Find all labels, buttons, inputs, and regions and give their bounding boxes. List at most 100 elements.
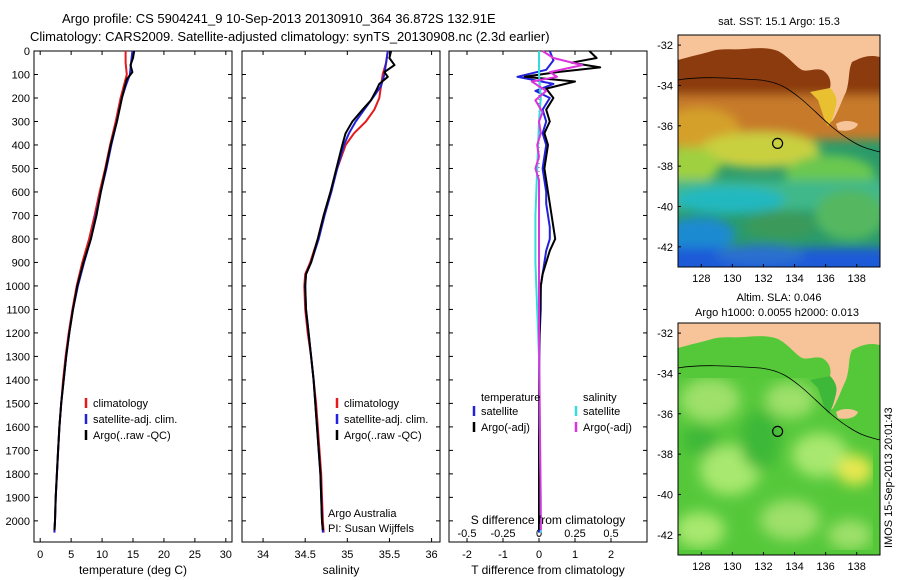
salinity-x-axis: 34 34.5 35 35.5 36 (257, 51, 438, 561)
lon-tick-label: 128 (692, 561, 710, 573)
t-diff-xlabel: T difference from climatology (471, 563, 625, 577)
legend-label-argo: Argo(..raw -QC) (93, 430, 171, 442)
lon-tick-label: 132 (754, 561, 772, 573)
x-tick-label: 25 (189, 549, 201, 561)
legend-label-s-satellite: satellite (583, 406, 620, 418)
argo-location-marker (771, 425, 784, 437)
difference-legend: temperature satellite Argo(-adj) salinit… (472, 392, 632, 434)
lon-tick-label: 138 (848, 561, 866, 573)
legend-label-climatology: climatology (344, 398, 400, 410)
legend-label-satellite: satellite-adj. clim. (344, 414, 428, 426)
y-tick-label: 1800 (6, 469, 30, 481)
x-tick-label: 1 (572, 549, 578, 561)
y-tick-label: 1600 (6, 422, 30, 434)
y-tick-label: 800 (12, 234, 30, 246)
difference-panel: -2 -1 0 1 2 -0.5 -0.25 0 0.25 0.5 S difference f… (448, 50, 648, 577)
salinity-legend: climatology satellite-adj. clim. Argo(..… (335, 398, 428, 442)
y-tick-label: 1700 (6, 445, 30, 457)
sst-map-longitude-ticks: 128 130 132 134 136 138 (692, 264, 866, 285)
difference-axes-frame (448, 50, 648, 543)
lon-tick-label: 128 (692, 273, 710, 285)
temperature-legend: climatology satellite-adj. clim. Argo(..… (84, 398, 177, 442)
y-tick-label: 200 (12, 93, 30, 105)
figure-title-line2: Climatology: CARS2009. Satellite-adjuste… (30, 29, 550, 44)
y-tick-label: 1500 (6, 398, 30, 410)
y-tick-label: 400 (12, 140, 30, 152)
difference-series (516, 50, 602, 533)
legend-title-temperature: temperature (481, 392, 540, 404)
lon-tick-label: 134 (785, 273, 803, 285)
lon-tick-label: 130 (723, 273, 741, 285)
lon-tick-label: 134 (785, 561, 803, 573)
difference-depth-ticks (449, 50, 647, 522)
x-tick-label: 34.5 (294, 549, 315, 561)
legend-label-argo: Argo(..raw -QC) (344, 430, 422, 442)
y-tick-label: 1300 (6, 351, 30, 363)
y-tick-label: 1100 (6, 304, 30, 316)
salinity-depth-ticks (242, 50, 440, 522)
legend-label-t-satellite: satellite (481, 406, 518, 418)
gulf-shading (810, 88, 837, 126)
series-line-argo-raw-qc (304, 50, 396, 531)
sla-map-panel: Altim. SLA: 0.046 Argo h1000: 0.0055 h20… (657, 292, 881, 573)
annotation-pi: PI: Susan Wijffels (328, 523, 414, 535)
y-tick-label: 600 (12, 187, 30, 199)
lat-tick-label: -40 (657, 489, 673, 501)
series-line-t-argo-adj (523, 50, 602, 531)
bathymetry-contour (678, 365, 880, 441)
y-tick-label: 1900 (6, 492, 30, 504)
sla-field-shading (678, 378, 873, 550)
s-tick-label: 0 (536, 528, 542, 540)
y-tick-label: 0 (24, 46, 30, 58)
lat-tick-label: -38 (657, 161, 673, 173)
x-tick-label: 5 (68, 549, 74, 561)
lat-tick-label: -34 (657, 80, 673, 92)
temperature-x-axis: 0 5 10 15 20 25 30 (37, 51, 232, 561)
y-tick-label: 2000 (6, 516, 30, 528)
y-tick-label: 1000 (6, 281, 30, 293)
lat-tick-label: -36 (657, 121, 673, 133)
lat-tick-label: -42 (657, 530, 673, 542)
y-tick-label: 300 (12, 116, 30, 128)
temperature-panel: 0100200300400500600700800900100011001200… (6, 46, 233, 577)
series-line-s-argo-adj (530, 50, 584, 531)
legend-label-s-argo: Argo(-adj) (583, 422, 632, 434)
figure-title-line1: Argo profile: CS 5904241_9 10-Sep-2013 2… (62, 11, 496, 26)
y-tick-label: 100 (12, 69, 30, 81)
sla-map-title: Altim. SLA: 0.046 (737, 292, 822, 304)
lat-tick-label: -36 (657, 409, 673, 421)
salinity-difference-ticks: -0.5 -0.25 0 0.25 0.5 (458, 528, 619, 540)
sla-map-subtitle: Argo h1000: 0.0055 h2000: 0.013 (695, 307, 859, 319)
sla-map-latitude-ticks: -32 -34 -36 -38 -40 -42 (657, 328, 681, 542)
annotation-argo-australia: Argo Australia (328, 508, 397, 520)
y-tick-label: 700 (12, 210, 30, 222)
gulf-shading (810, 376, 837, 414)
legend-label-climatology: climatology (93, 398, 149, 410)
s-tick-label: -0.5 (458, 528, 477, 540)
s-tick-label: -0.25 (490, 528, 515, 540)
sla-map-longitude-ticks: 128 130 132 134 136 138 (692, 552, 866, 573)
temperature-xlabel: temperature (deg C) (79, 563, 187, 577)
lon-tick-label: 132 (754, 273, 772, 285)
s-tick-label: 0.25 (564, 528, 585, 540)
difference-x-axis: -2 -1 0 1 2 (462, 51, 614, 561)
argo-location-marker (771, 137, 784, 149)
legend-label-satellite: satellite-adj. clim. (93, 414, 177, 426)
lon-tick-label: 136 (816, 273, 834, 285)
y-tick-label: 900 (12, 257, 30, 269)
x-tick-label: 0 (536, 549, 542, 561)
lon-tick-label: 136 (816, 561, 834, 573)
s-diff-xlabel: S difference from climatology (471, 513, 626, 527)
y-tick-label: 1400 (6, 375, 30, 387)
lat-tick-label: -34 (657, 368, 673, 380)
sst-map-frame (677, 34, 881, 268)
kangaroo-island (836, 121, 858, 131)
y-tick-label: 500 (12, 163, 30, 175)
sla-map-frame (677, 322, 881, 556)
lon-tick-label: 130 (723, 561, 741, 573)
temperature-axes-frame (33, 50, 233, 543)
x-tick-label: -2 (462, 549, 472, 561)
salinity-panel: 34 34.5 35 35.5 36 salinity climatology sate… (241, 50, 441, 577)
lat-tick-label: -38 (657, 449, 673, 461)
lat-tick-label: -42 (657, 242, 673, 254)
